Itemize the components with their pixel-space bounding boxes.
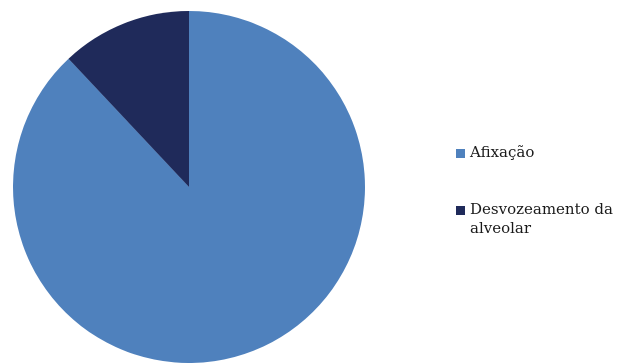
legend-label-afixacao: Afixação xyxy=(470,143,535,161)
legend-swatch-afixacao xyxy=(456,149,465,158)
legend-item-afixacao: Afixação xyxy=(456,143,641,162)
legend-swatch-desvozeamento xyxy=(456,206,465,215)
pie-slice-1 xyxy=(68,11,189,187)
legend-label-desvozeamento: Desvozeamento da alveolar xyxy=(470,200,613,237)
pie-slice-0 xyxy=(12,11,365,363)
legend-item-desvozeamento: Desvozeamento da alveolar xyxy=(456,200,641,238)
chart-legend: Afixação Desvozeamento da alveolar xyxy=(456,143,641,276)
